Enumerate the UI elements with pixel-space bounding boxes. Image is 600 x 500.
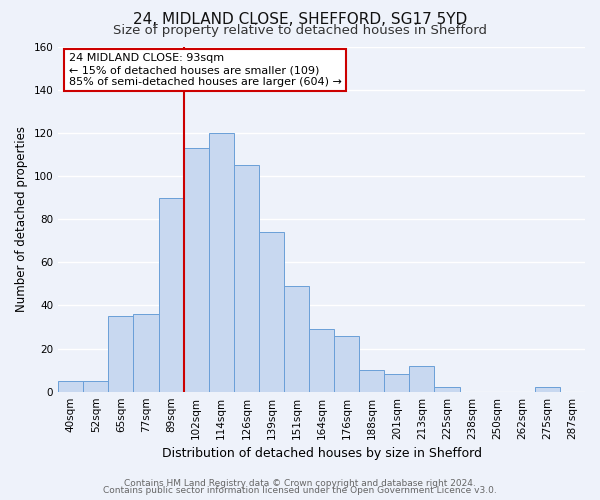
Bar xyxy=(83,381,109,392)
Bar xyxy=(184,148,209,392)
Bar xyxy=(259,232,284,392)
Text: Contains HM Land Registry data © Crown copyright and database right 2024.: Contains HM Land Registry data © Crown c… xyxy=(124,478,476,488)
Text: 24 MIDLAND CLOSE: 93sqm
← 15% of detached houses are smaller (109)
85% of semi-d: 24 MIDLAND CLOSE: 93sqm ← 15% of detache… xyxy=(69,54,341,86)
Bar xyxy=(284,286,309,392)
Bar xyxy=(209,133,234,392)
Text: Contains public sector information licensed under the Open Government Licence v3: Contains public sector information licen… xyxy=(103,486,497,495)
Bar xyxy=(309,329,334,392)
Bar xyxy=(158,198,184,392)
Text: Size of property relative to detached houses in Shefford: Size of property relative to detached ho… xyxy=(113,24,487,37)
Bar xyxy=(535,388,560,392)
Bar xyxy=(234,165,259,392)
Bar xyxy=(334,336,359,392)
Bar xyxy=(58,381,83,392)
Bar xyxy=(359,370,385,392)
X-axis label: Distribution of detached houses by size in Shefford: Distribution of detached houses by size … xyxy=(161,447,482,460)
Bar xyxy=(409,366,434,392)
Bar xyxy=(109,316,133,392)
Bar xyxy=(434,388,460,392)
Y-axis label: Number of detached properties: Number of detached properties xyxy=(15,126,28,312)
Bar xyxy=(385,374,409,392)
Bar xyxy=(133,314,158,392)
Text: 24, MIDLAND CLOSE, SHEFFORD, SG17 5YD: 24, MIDLAND CLOSE, SHEFFORD, SG17 5YD xyxy=(133,12,467,28)
